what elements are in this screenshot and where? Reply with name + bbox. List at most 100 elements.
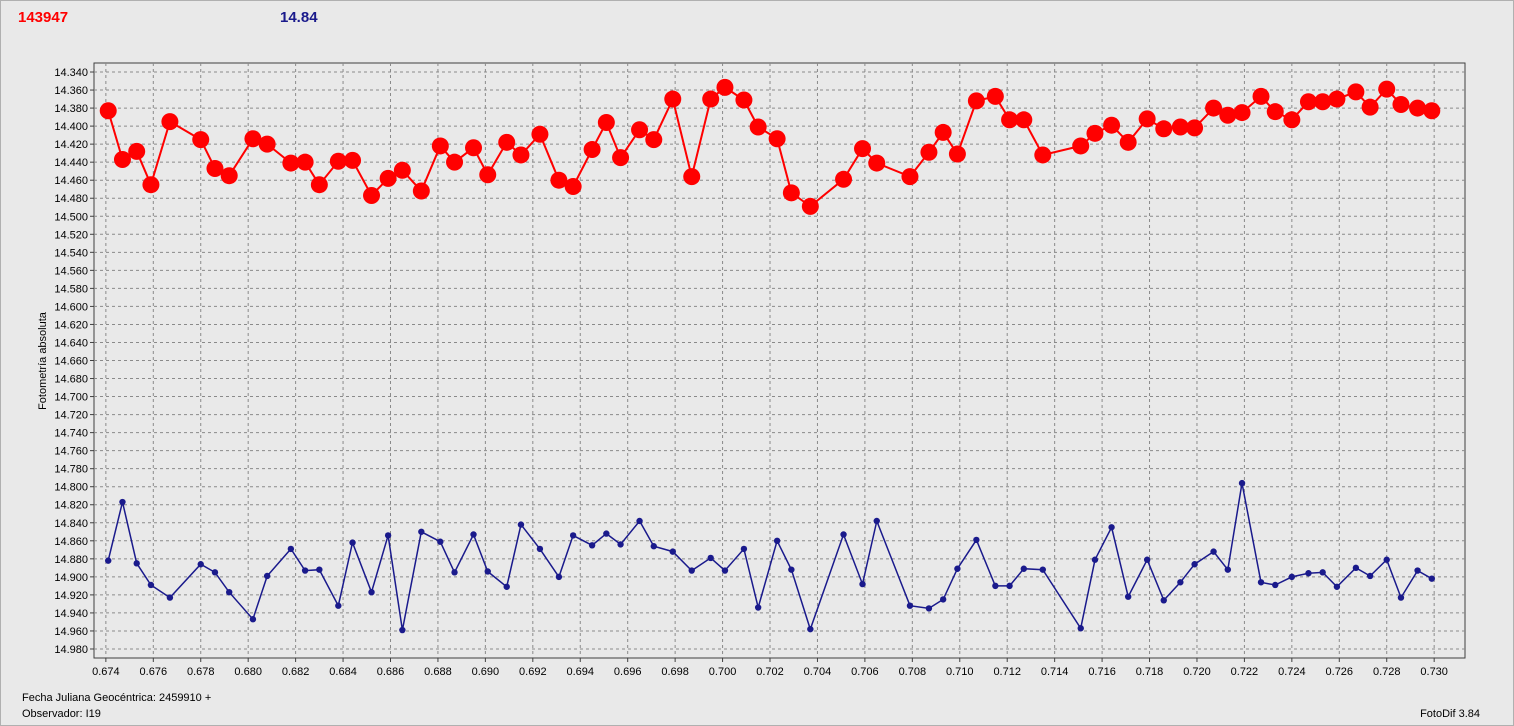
- data-point: [1160, 597, 1167, 604]
- data-point: [1252, 87, 1270, 105]
- x-tick-label: 0.710: [946, 666, 974, 678]
- data-point: [1191, 561, 1198, 568]
- data-point: [925, 605, 933, 612]
- data-point: [967, 92, 985, 110]
- y-tick-label: 14.680: [54, 374, 88, 386]
- y-tick-label: 14.500: [54, 211, 88, 223]
- data-point: [379, 169, 397, 187]
- data-point: [1347, 83, 1365, 101]
- data-point: [859, 580, 866, 588]
- data-point: [555, 573, 563, 581]
- data-point: [142, 176, 160, 194]
- data-point: [399, 626, 406, 634]
- data-point: [1119, 133, 1137, 151]
- data-point: [1177, 579, 1184, 586]
- y-tick-label: 14.560: [54, 265, 88, 277]
- data-point: [1397, 594, 1405, 601]
- x-tick-label: 0.708: [899, 666, 927, 678]
- data-point: [754, 604, 762, 611]
- data-point: [384, 532, 392, 539]
- y-tick-label: 14.980: [54, 644, 88, 656]
- y-tick-label: 14.820: [54, 500, 88, 512]
- data-point: [721, 567, 729, 574]
- x-tick-label: 0.694: [566, 666, 594, 678]
- data-point: [1328, 90, 1346, 108]
- data-point: [906, 602, 914, 609]
- data-point: [645, 131, 663, 149]
- data-point: [220, 167, 238, 185]
- data-point: [1124, 593, 1132, 600]
- data-point: [868, 154, 886, 172]
- data-point: [418, 528, 425, 535]
- data-point: [249, 616, 257, 623]
- magnitude-label: 14.84: [280, 9, 318, 26]
- data-point: [597, 114, 615, 131]
- series-layer: [99, 78, 1441, 634]
- data-point: [211, 569, 219, 576]
- data-point: [569, 532, 577, 539]
- y-tick-label: 14.480: [54, 193, 88, 205]
- x-tick-label: 0.704: [804, 666, 832, 678]
- data-point: [512, 146, 530, 164]
- data-point: [484, 568, 491, 575]
- y-tick-label: 14.660: [54, 356, 88, 368]
- x-tick-label: 0.678: [187, 666, 215, 678]
- data-point: [1257, 579, 1265, 586]
- data-point: [664, 90, 682, 108]
- data-point: [954, 565, 961, 572]
- data-point: [854, 140, 872, 158]
- y-tick-label: 14.580: [54, 283, 88, 295]
- data-point: [1272, 581, 1279, 589]
- data-point: [550, 171, 568, 189]
- x-tick-label: 0.696: [614, 666, 642, 678]
- data-point: [782, 184, 800, 202]
- data-point: [1155, 120, 1173, 138]
- data-point: [329, 152, 347, 170]
- data-point: [617, 541, 624, 548]
- y-tick-label: 14.860: [54, 536, 88, 548]
- data-point: [296, 153, 314, 171]
- data-point: [1103, 116, 1121, 134]
- data-point: [688, 567, 695, 574]
- x-tick-label: 0.676: [140, 666, 168, 678]
- y-tick-label: 14.800: [54, 482, 88, 494]
- data-point: [1072, 137, 1090, 155]
- y-tick-label: 14.380: [54, 103, 88, 115]
- y-tick-label: 14.920: [54, 590, 88, 602]
- data-point: [934, 123, 952, 141]
- y-tick-label: 14.640: [54, 337, 88, 349]
- data-point: [1305, 570, 1312, 577]
- data-point: [1143, 556, 1151, 563]
- data-point: [973, 536, 980, 544]
- data-point: [282, 154, 300, 172]
- data-point: [835, 170, 853, 188]
- x-tick-label: 0.724: [1278, 666, 1306, 678]
- data-point: [197, 561, 204, 568]
- y-tick-label: 14.760: [54, 446, 88, 458]
- data-point: [716, 78, 734, 96]
- y-tick-label: 14.520: [54, 229, 88, 241]
- data-point: [1224, 566, 1232, 573]
- data-point: [161, 113, 179, 131]
- data-point: [683, 168, 701, 186]
- data-point: [258, 135, 276, 153]
- data-point: [588, 542, 596, 549]
- data-point: [1086, 124, 1104, 142]
- data-point: [517, 521, 525, 528]
- y-tick-label: 14.780: [54, 464, 88, 476]
- y-tick-label: 14.700: [54, 392, 88, 404]
- data-point: [650, 543, 657, 550]
- data-point: [1077, 625, 1084, 632]
- object-id-label: 143947: [18, 9, 69, 26]
- data-point: [470, 531, 477, 538]
- axis-ticks: 14.340 14.360 14.380 14.400 14.420 14.440 14.4…: [54, 67, 1448, 678]
- data-point: [1006, 582, 1013, 590]
- y-tick-label: 14.840: [54, 518, 88, 530]
- data-point: [431, 137, 449, 155]
- x-tick-label: 0.706: [851, 666, 879, 678]
- x-tick-label: 0.698: [661, 666, 689, 678]
- data-point: [583, 141, 601, 159]
- x-tick-label: 0.712: [993, 666, 1021, 678]
- data-point: [363, 187, 381, 205]
- data-point: [1219, 106, 1237, 124]
